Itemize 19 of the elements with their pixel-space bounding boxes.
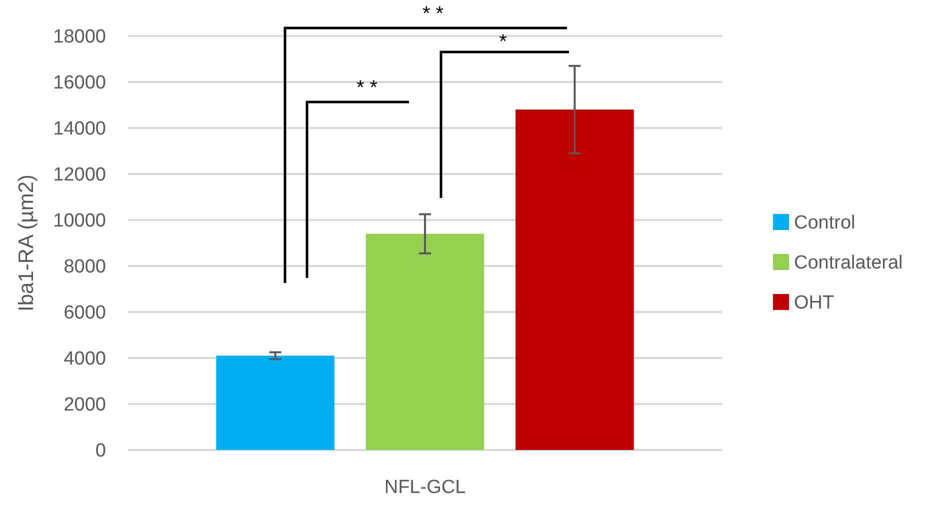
y-tick-label: 14000 [53,118,106,140]
legend-label: Control [794,212,856,234]
annotation: * * [356,77,378,99]
text: * * [422,3,444,25]
y-tick-label: 12000 [53,164,106,186]
y-tick-label: 6000 [64,302,106,324]
x-tick-label: NFL-GCL [384,477,466,498]
y-tick-label: 8000 [64,256,106,278]
y-tick-label: 2000 [64,394,106,416]
y-tick-label: 18000 [53,26,106,48]
y-tick-label: 4000 [64,348,106,370]
legend-label: Contralateral [794,252,903,274]
y-tick-label: 0 [95,440,106,462]
y-axis-title: Iba1-RA (µm2) [15,174,38,312]
legend-label: OHT [794,292,834,314]
bar [216,356,334,450]
y-tick-label: 10000 [53,210,106,232]
y-tick-label: 16000 [53,72,106,94]
annotation: * [499,31,508,53]
